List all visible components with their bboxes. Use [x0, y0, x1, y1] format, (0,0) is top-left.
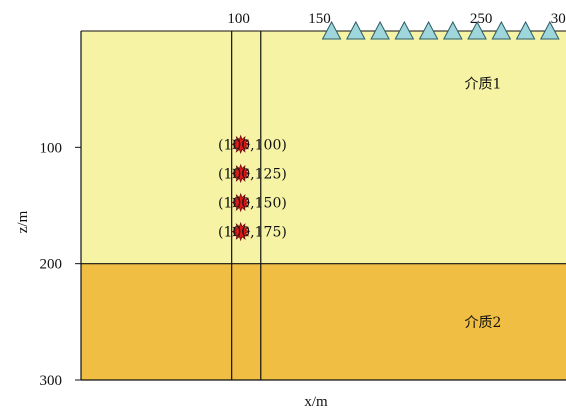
source-group: (100,100) (100,125) (100,150) (100,175) [218, 134, 287, 242]
source-label-3: (100,150) [218, 196, 287, 212]
receiver-array [321, 20, 560, 40]
x-tick-label-300: 300 [551, 11, 566, 27]
source-star-1 [231, 134, 251, 154]
source-star-4 [231, 221, 251, 242]
z-tick-label-100: 100 [40, 140, 63, 156]
axes: z/m x/m 100 150 250 300 100 200 300 [15, 11, 566, 410]
receiver-triangle-10 [540, 20, 560, 40]
medium-2-region [81, 263, 566, 380]
receiver-triangle-3 [370, 20, 390, 40]
receiver-triangle-5 [418, 20, 439, 40]
source-label-1: (100,100) [218, 137, 287, 153]
z-axis-title: z/m [15, 210, 31, 233]
z-tick-label-200: 200 [40, 257, 63, 273]
source-star-2 [231, 163, 251, 184]
receiver-triangle-1 [321, 20, 342, 40]
x-axis-title: x/m [304, 394, 328, 410]
receiver-triangle-9 [515, 20, 536, 40]
receiver-triangle-6 [443, 20, 463, 40]
x-tick-label-100: 100 [227, 11, 250, 27]
medium-1-region [81, 31, 566, 264]
receiver-triangle-2 [346, 20, 366, 40]
receiver-triangle-7 [467, 20, 487, 40]
z-tick-label-300: 300 [40, 373, 63, 389]
x-tick-label-150: 150 [308, 11, 331, 27]
borehole [231, 31, 262, 380]
source-label-4: (100,175) [218, 225, 287, 241]
source-star-3 [231, 192, 251, 213]
source-label-2: (100,125) [218, 166, 287, 182]
media-layer: 介质1 介质2 [80, 30, 566, 381]
medium-2-label: 介质2 [465, 315, 502, 331]
receiver-triangle-4 [394, 20, 415, 40]
medium-1-label: 介质1 [465, 76, 502, 92]
x-tick-label-250: 250 [470, 11, 493, 27]
receiver-triangle-8 [491, 20, 512, 40]
